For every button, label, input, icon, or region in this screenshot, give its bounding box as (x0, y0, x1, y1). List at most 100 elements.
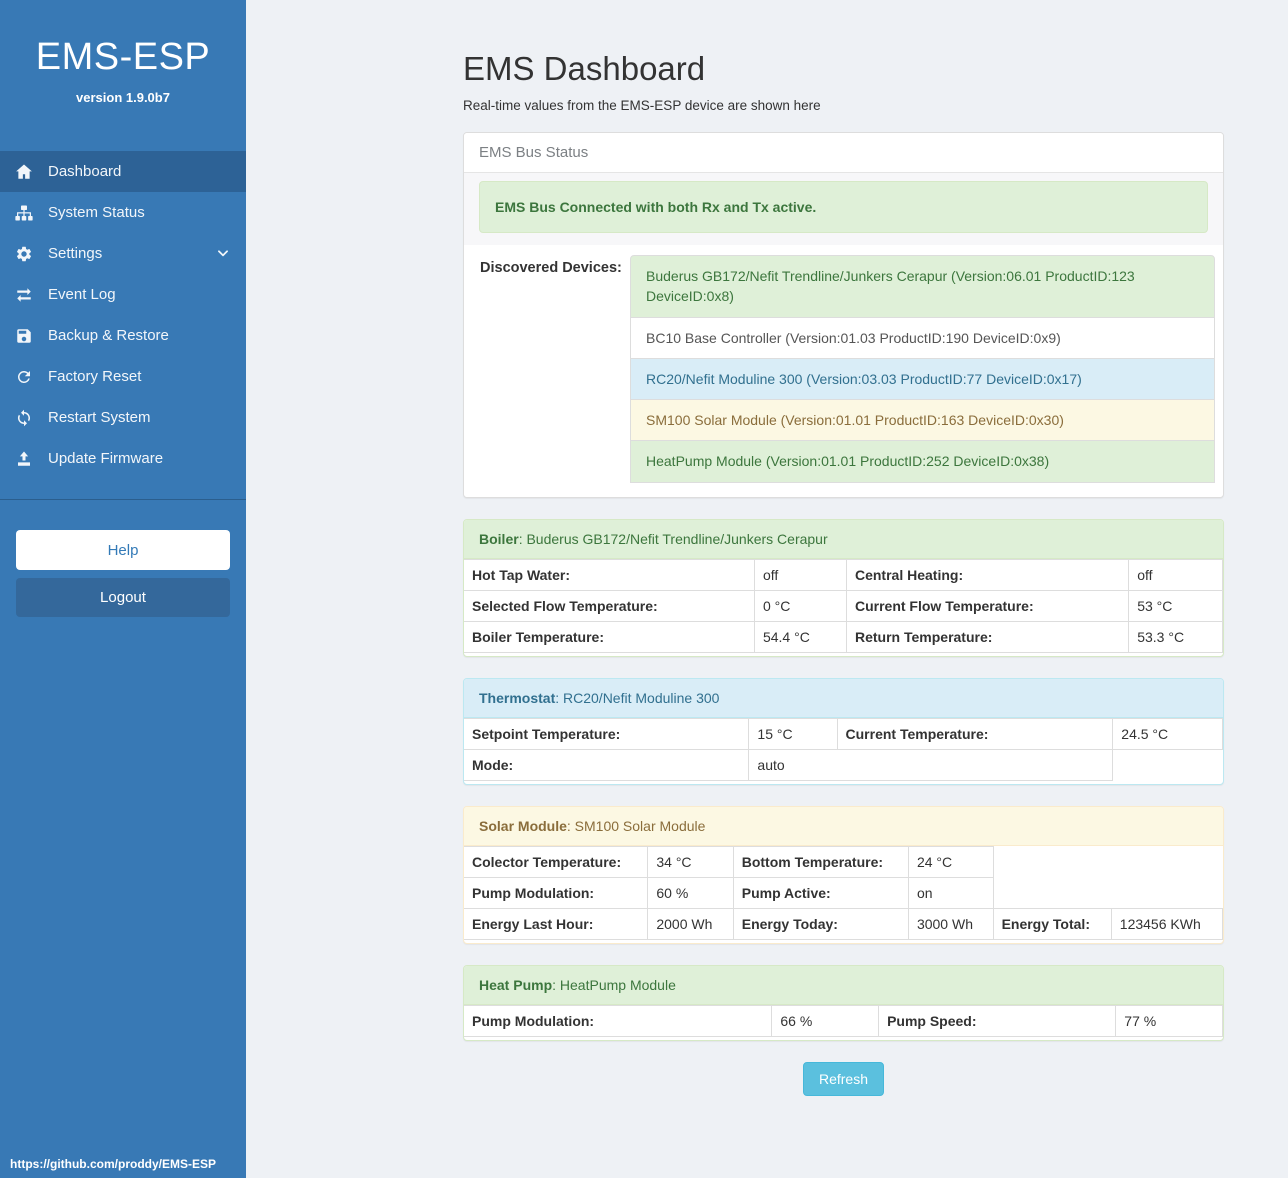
sidebar-item-label: Backup & Restore (48, 327, 169, 344)
app-title: EMS-ESP (35, 36, 211, 78)
table-cell: Boiler Temperature: (464, 620, 755, 653)
heatpump-panel-heading: Heat Pump: HeatPump Module (464, 965, 1223, 1005)
sidebar-item-restart-system[interactable]: Restart System (0, 397, 246, 438)
table-cell: Return Temperature: (845, 620, 1130, 653)
table-cell: Pump Speed: (878, 1004, 1117, 1037)
device-list-item: RC20/Nefit Moduline 300 (Version:03.03 P… (630, 357, 1215, 401)
home-icon (14, 162, 33, 181)
table-row: Pump Modulation: 66 % Pump Speed: 77 % (464, 1004, 1223, 1037)
sidebar-item-dashboard[interactable]: Dashboard (0, 151, 246, 192)
bus-panel-body: EMS Bus Connected with both Rx and Tx ac… (464, 173, 1223, 245)
sidebar-item-settings[interactable]: Settings (0, 233, 246, 274)
heatpump-table: Pump Modulation: 66 % Pump Speed: 77 % (464, 1004, 1223, 1037)
table-cell: Mode: (464, 748, 750, 781)
app-version: version 1.9.0b7 (76, 90, 170, 105)
table-cell: 66 % (771, 1004, 880, 1037)
table-row: Boiler Temperature: 54.4 °C Return Tempe… (464, 620, 1223, 653)
device-list-item: HeatPump Module (Version:01.01 ProductID… (630, 440, 1215, 483)
table-row: Energy Last Hour: 2000 Wh Energy Today: … (464, 907, 1223, 940)
boiler-device-name: : Buderus GB172/Nefit Trendline/Junkers … (518, 530, 828, 547)
discovered-devices-label: Discovered Devices: (480, 260, 622, 276)
bus-panel-heading: EMS Bus Status (464, 133, 1223, 173)
table-cell: auto (748, 748, 1114, 781)
table-cell: 54.4 °C (753, 620, 847, 653)
table-cell: 53 °C (1128, 589, 1223, 622)
table-cell: Current Flow Temperature: (845, 589, 1130, 622)
table-cell: 24 °C (907, 845, 994, 878)
gear-icon (14, 244, 33, 263)
solar-table: Colector Temperature: 34 °C Bottom Tempe… (464, 845, 1223, 940)
sync-arrows-icon (14, 408, 33, 427)
table-row: Pump Modulation: 60 % Pump Active: on (464, 876, 1223, 909)
exchange-arrows-icon (14, 285, 33, 304)
table-cell: Central Heating: (845, 558, 1130, 591)
device-list-item: BC10 Base Controller (Version:01.03 Prod… (630, 316, 1215, 359)
sidebar-item-event-log[interactable]: Event Log (0, 274, 246, 315)
sidebar-item-label: Update Firmware (48, 450, 164, 467)
table-cell: off (1128, 558, 1223, 591)
table-cell: Energy Last Hour: (464, 907, 649, 940)
github-link[interactable]: https://github.com/proddy/EMS-ESP (10, 1157, 216, 1171)
table-cell: 3000 Wh (907, 907, 994, 940)
table-cell: Pump Modulation: (464, 1004, 773, 1037)
sidebar-item-label: System Status (48, 204, 145, 221)
table-cell: 15 °C (748, 717, 838, 750)
table-cell: Bottom Temperature: (732, 845, 909, 878)
sidebar-buttons: Help Logout (0, 500, 246, 617)
boiler-table: Hot Tap Water: off Central Heating: off … (464, 558, 1223, 653)
sidebar-item-system-status[interactable]: System Status (0, 192, 246, 233)
discovered-devices-section: Discovered Devices: Buderus GB172/Nefit … (464, 245, 1223, 497)
table-cell: 123456 KWh (1110, 907, 1223, 940)
heat-pump-panel: Heat Pump: HeatPump Module Pump Modulati… (463, 964, 1224, 1041)
boiler-panel: Boiler: Buderus GB172/Nefit Trendline/Ju… (463, 518, 1224, 657)
refresh-button[interactable]: Refresh (802, 1061, 885, 1096)
thermostat-panel: Thermostat: RC20/Nefit Moduline 300 Setp… (463, 677, 1224, 785)
floppy-save-icon (14, 326, 33, 345)
boiler-panel-heading: Boiler: Buderus GB172/Nefit Trendline/Ju… (464, 519, 1223, 559)
table-cell: Energy Today: (732, 907, 909, 940)
sidebar-item-label: Restart System (48, 409, 151, 426)
table-cell: Setpoint Temperature: (464, 717, 750, 750)
device-list-item: SM100 Solar Module (Version:01.01 Produc… (630, 399, 1215, 442)
ems-bus-status-panel: EMS Bus Status EMS Bus Connected with bo… (463, 132, 1224, 498)
table-cell: 2000 Wh (647, 907, 734, 940)
help-button[interactable]: Help (16, 530, 230, 570)
table-cell: 0 °C (753, 589, 847, 622)
thermostat-table: Setpoint Temperature: 15 °C Current Temp… (464, 717, 1223, 781)
sidebar-item-update-firmware[interactable]: Update Firmware (0, 438, 246, 479)
table-cell: Pump Modulation: (464, 876, 649, 909)
solar-panel-heading: Solar Module: SM100 Solar Module (464, 806, 1223, 846)
table-cell: on (907, 876, 994, 909)
device-list: Buderus GB172/Nefit Trendline/Junkers Ce… (630, 255, 1215, 483)
upload-icon (14, 449, 33, 468)
sidebar-item-label: Settings (48, 245, 103, 262)
solar-module-panel: Solar Module: SM100 Solar Module Colecto… (463, 805, 1224, 944)
sidebar-item-factory-reset[interactable]: Factory Reset (0, 356, 246, 397)
table-row: Hot Tap Water: off Central Heating: off (464, 558, 1223, 591)
heatpump-device-name: : HeatPump Module (552, 976, 676, 993)
table-cell: 53.3 °C (1128, 620, 1223, 653)
device-list-item: Buderus GB172/Nefit Trendline/Junkers Ce… (630, 255, 1215, 318)
table-cell: 60 % (647, 876, 734, 909)
page-title: EMS Dashboard (463, 50, 706, 87)
table-cell: 24.5 °C (1112, 717, 1223, 750)
table-cell: Energy Total: (992, 907, 1112, 940)
sidebar: EMS-ESP version 1.9.0b7 Dashboard System… (0, 0, 246, 1178)
sidebar-item-backup-restore[interactable]: Backup & Restore (0, 315, 246, 356)
boiler-label: Boiler (479, 530, 519, 547)
table-cell: 34 °C (647, 845, 734, 878)
sidebar-divider (0, 499, 246, 500)
chevron-down-icon (216, 246, 230, 260)
sidebar-nav: Dashboard System Status Settings (0, 151, 246, 479)
table-cell: 77 % (1115, 1004, 1223, 1037)
table-row: Setpoint Temperature: 15 °C Current Temp… (464, 717, 1223, 750)
thermostat-label: Thermostat (479, 689, 556, 706)
table-cell: Selected Flow Temperature: (464, 589, 755, 622)
rotate-arrow-icon (14, 367, 33, 386)
table-row: Mode: auto (464, 748, 1223, 781)
sidebar-item-label: Event Log (48, 286, 116, 303)
thermostat-device-name: : RC20/Nefit Moduline 300 (555, 689, 720, 706)
logout-button[interactable]: Logout (16, 578, 230, 617)
table-cell: off (753, 558, 847, 591)
thermostat-panel-heading: Thermostat: RC20/Nefit Moduline 300 (464, 678, 1223, 718)
